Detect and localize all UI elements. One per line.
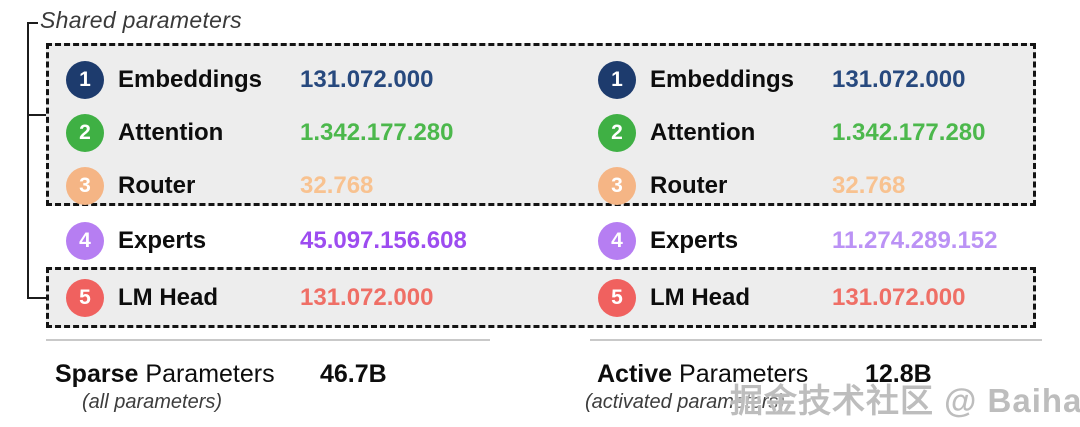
- row-value: 131.072.000: [300, 284, 434, 311]
- active-subtitle: (activated parameters): [585, 391, 786, 413]
- row-value: 131.072.000: [832, 66, 966, 93]
- step-2-badge: 2: [66, 114, 104, 152]
- row-label: Embeddings: [118, 66, 263, 93]
- sparse-footer-divider: [46, 339, 490, 341]
- row-active-lm-head: 5 LM Head 131.072.000: [598, 278, 965, 318]
- step-4-badge: 4: [598, 222, 636, 260]
- bracket-tick-top: [27, 22, 38, 24]
- row-sparse-embeddings: 1 Embeddings 131.072.000: [66, 60, 433, 100]
- row-value: 131.072.000: [300, 66, 434, 93]
- row-value: 1.342.177.280: [832, 119, 986, 146]
- row-value: 131.072.000: [832, 284, 966, 311]
- row-value: 45.097.156.608: [300, 227, 467, 254]
- row-label: Attention: [650, 119, 756, 146]
- active-word: Active: [597, 360, 673, 388]
- active-footer-divider: [590, 339, 1042, 341]
- row-value: 32.768: [300, 172, 374, 199]
- shared-bottom-box: [46, 267, 1036, 328]
- step-3-badge: 3: [598, 167, 636, 205]
- parameters-word: Parameters: [145, 360, 275, 388]
- row-sparse-experts: 4 Experts 45.097.156.608: [66, 221, 467, 261]
- row-label: LM Head: [118, 284, 219, 311]
- row-active-router: 3 Router 32.768: [598, 166, 905, 206]
- row-label: Experts: [650, 227, 739, 254]
- watermark-text: 掘金技术社区 @ Baihai_IDP: [730, 382, 1080, 419]
- row-sparse-router: 3 Router 32.768: [66, 166, 373, 206]
- parameters-word: Parameters: [679, 360, 809, 388]
- bracket-tick-middle: [27, 114, 47, 116]
- row-sparse-attention: 2 Attention 1.342.177.280: [66, 113, 453, 153]
- step-5-badge: 5: [66, 279, 104, 317]
- step-5-badge: 5: [598, 279, 636, 317]
- step-4-badge: 4: [66, 222, 104, 260]
- row-label: Attention: [118, 119, 224, 146]
- bracket-vertical-line: [27, 22, 29, 299]
- sparse-parameters-title: Sparse Parameters: [55, 360, 275, 389]
- active-parameters-title: Active Parameters: [597, 360, 808, 389]
- shared-top-box: [46, 43, 1036, 206]
- sparse-word: Sparse: [55, 360, 139, 388]
- sparse-subtitle: (all parameters): [82, 391, 223, 413]
- row-label: Router: [650, 172, 728, 199]
- sparse-total-value: 46.7B: [320, 360, 387, 388]
- row-label: Router: [118, 172, 196, 199]
- row-value: 11.274.289.152: [832, 227, 998, 254]
- shared-parameters-label: Shared parameters: [40, 7, 242, 33]
- row-value: 1.342.177.280: [300, 119, 454, 146]
- step-1-badge: 1: [66, 61, 104, 99]
- step-2-badge: 2: [598, 114, 636, 152]
- row-active-attention: 2 Attention 1.342.177.280: [598, 113, 985, 153]
- row-label: LM Head: [650, 284, 751, 311]
- row-value: 32.768: [832, 172, 906, 199]
- row-active-experts: 4 Experts 11.274.289.152: [598, 221, 998, 261]
- row-label: Embeddings: [650, 66, 795, 93]
- bracket-tick-bottom: [27, 297, 47, 299]
- step-3-badge: 3: [66, 167, 104, 205]
- step-1-badge: 1: [598, 61, 636, 99]
- active-total-value: 12.8B: [865, 360, 932, 388]
- row-label: Experts: [118, 227, 207, 254]
- row-active-embeddings: 1 Embeddings 131.072.000: [598, 60, 965, 100]
- row-sparse-lm-head: 5 LM Head 131.072.000: [66, 278, 433, 318]
